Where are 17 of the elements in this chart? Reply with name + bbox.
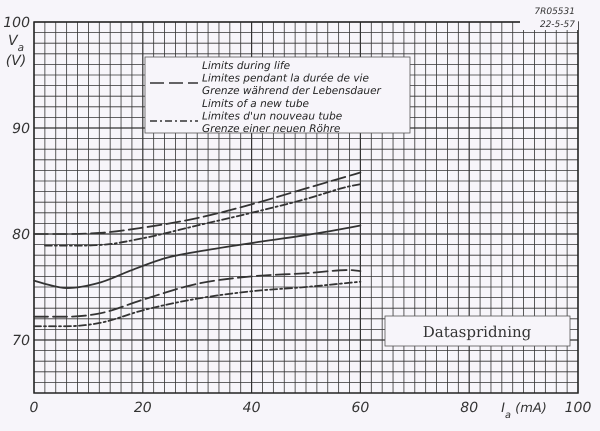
y-tick-label: 80 <box>12 227 30 243</box>
x-tick-label: 60 <box>351 400 370 416</box>
annotation: 22-5-57 <box>540 20 576 30</box>
annotation: Dataspridning <box>422 323 532 341</box>
x-tick-label: 0 <box>30 400 39 416</box>
y-tick-label: 90 <box>12 121 30 137</box>
y-axis-title: V$_{a}$ (V) <box>6 33 26 69</box>
x-tick-label: 80 <box>460 400 478 416</box>
text: 7R05531 <box>534 7 575 17</box>
y-tick-label: 100 <box>3 15 30 31</box>
legend-label: Limits of a new tube Limites d'un nouveau tube Grenze einer neuen Röhre <box>202 98 342 135</box>
x-axis-title: I$_{a}$ (mA) <box>501 401 547 420</box>
y-tick-label: 70 <box>12 333 30 349</box>
x-tick-label: 100 <box>564 400 592 416</box>
x-tick-label: 40 <box>242 400 261 416</box>
x-tick-label: 20 <box>134 400 152 416</box>
legend-label: Limits during life Limites pendant la durée de vie Grenze während der Lebensdauer <box>202 60 382 97</box>
